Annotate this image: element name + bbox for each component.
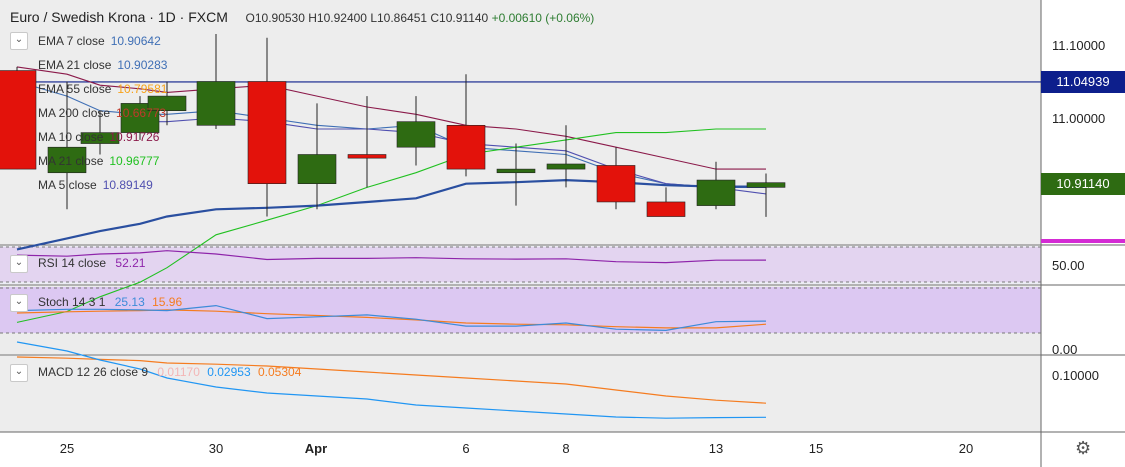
- open-value: O10.90530: [245, 11, 305, 25]
- indicator-value: 10.91726: [109, 130, 160, 144]
- low-value: L10.86451: [370, 11, 428, 25]
- high-value: H10.92400: [308, 11, 367, 25]
- chevron-down-icon: ⌄: [14, 34, 24, 45]
- change-value: +0.00610 (+0.06%): [491, 11, 595, 25]
- candle-body: [546, 163, 586, 170]
- x-axis-label: 20: [959, 441, 973, 456]
- rsi-value: 52.21: [115, 256, 146, 270]
- macd-pane[interactable]: [0, 356, 1041, 432]
- macd-hist-value: 0.01170: [157, 365, 200, 379]
- macd-value: 0.02953: [207, 365, 251, 379]
- candle-body: [596, 165, 636, 203]
- macd-signal-line: [16, 356, 767, 404]
- candle-body: [47, 146, 87, 174]
- indicator-row[interactable]: MA 5 close 10.89149: [38, 177, 153, 193]
- candle-body: [80, 132, 120, 144]
- indicator-value: 10.66773: [116, 106, 167, 120]
- x-axis-label: 13: [709, 441, 723, 456]
- indicator-label: EMA 7 close: [38, 34, 105, 48]
- indicator-row[interactable]: MA 10 close 10.91726: [38, 129, 159, 145]
- price-axis-label: 11.10000: [1052, 38, 1105, 53]
- candle-body: [496, 168, 536, 174]
- indicator-row[interactable]: MA 21 close 10.96777: [38, 153, 159, 169]
- last-price-tag: 10.91140: [1041, 173, 1125, 195]
- candle-body: [0, 70, 37, 170]
- stoch-axis-label: 0.00: [1052, 342, 1077, 357]
- hline-price-tag: 11.04939: [1041, 71, 1125, 93]
- candle-body: [646, 201, 686, 217]
- candle-body: [396, 121, 436, 148]
- indicator-row[interactable]: EMA 55 close 10.79581: [38, 81, 167, 97]
- candle-body: [297, 154, 337, 185]
- indicator-value: 10.89149: [102, 178, 153, 192]
- stoch-k-line: [16, 304, 767, 332]
- x-axis-label: 25: [60, 441, 74, 456]
- candle-body: [347, 154, 387, 159]
- rsi-axis-label: 50.00: [1052, 258, 1085, 273]
- indicator-value: 10.90642: [110, 34, 161, 48]
- macd-line: [16, 341, 767, 419]
- x-axis-label: 30: [209, 441, 223, 456]
- stoch-k-value: 25.13: [114, 295, 145, 309]
- indicator-value: 10.79581: [117, 82, 168, 96]
- rsi-label: RSI 14 close: [38, 256, 107, 270]
- x-axis-label: 8: [562, 441, 569, 456]
- close-value: C10.91140: [430, 11, 489, 25]
- stoch-collapse-toggle[interactable]: ⌄: [10, 294, 28, 312]
- indicator-value: 10.96777: [109, 154, 160, 168]
- x-axis-label: 15: [809, 441, 823, 456]
- macd-legend: MACD 12 26 close 9 0.01170 0.02953 0.053…: [38, 365, 301, 379]
- candle-body: [696, 179, 736, 206]
- indicator-label: EMA 21 close: [38, 58, 112, 72]
- chevron-down-icon: ⌄: [14, 257, 24, 268]
- rsi-legend: RSI 14 close 52.21: [38, 256, 145, 270]
- main-pane[interactable]: [0, 0, 1041, 244]
- legend-collapse-toggle[interactable]: ⌄: [10, 32, 28, 50]
- indicator-row[interactable]: EMA 21 close 10.90283: [38, 57, 167, 73]
- series-line: [16, 128, 766, 323]
- indicator-label: MA 21 close: [38, 154, 104, 168]
- candle-body: [147, 95, 187, 111]
- indicator-label: MA 5 close: [38, 178, 97, 192]
- indicator-label: MA 10 close: [38, 130, 104, 144]
- indicator-label: MA 200 close: [38, 106, 111, 120]
- chevron-down-icon: ⌄: [14, 366, 24, 377]
- gear-icon[interactable]: ⚙: [1075, 438, 1092, 458]
- macd-axis-label: 0.10000: [1052, 368, 1099, 383]
- stoch-legend: Stoch 14 3 1 25.13 15.96: [38, 295, 182, 309]
- indicator-label: EMA 55 close: [38, 82, 112, 96]
- x-axis-area[interactable]: [0, 433, 1041, 467]
- rsi-marker: [1041, 239, 1125, 243]
- x-axis-label: 6: [462, 441, 469, 456]
- symbol-title: Euro / Swedish Krona · 1D · FXCM: [10, 9, 228, 25]
- macd-signal-value: 0.05304: [257, 365, 302, 379]
- rsi-line: [16, 250, 767, 264]
- rsi-collapse-toggle[interactable]: ⌄: [10, 255, 28, 273]
- price-axis-label: 11.00000: [1052, 111, 1105, 126]
- chevron-down-icon: ⌄: [14, 296, 24, 307]
- x-axis-label: Apr: [305, 441, 327, 456]
- macd-collapse-toggle[interactable]: ⌄: [10, 364, 28, 382]
- macd-label: MACD 12 26 close 9: [38, 365, 149, 379]
- candle-body: [746, 182, 786, 188]
- candle-body: [446, 125, 486, 170]
- chart-header: Euro / Swedish Krona · 1D · FXCM O10.905…: [10, 9, 594, 25]
- indicator-row[interactable]: EMA 7 close 10.90642: [38, 33, 161, 49]
- candle-body: [196, 81, 236, 126]
- candle-body: [247, 81, 287, 184]
- ohlc-readout: O10.90530 H10.92400 L10.86451 C10.91140 …: [246, 11, 595, 25]
- stoch-label: Stoch 14 3 1: [38, 295, 106, 309]
- stoch-d-value: 15.96: [152, 295, 183, 309]
- rsi-band: [0, 247, 1041, 282]
- indicator-row[interactable]: MA 200 close 10.66773: [38, 105, 166, 121]
- stoch-d-line: [16, 309, 767, 329]
- indicator-value: 10.90283: [117, 58, 168, 72]
